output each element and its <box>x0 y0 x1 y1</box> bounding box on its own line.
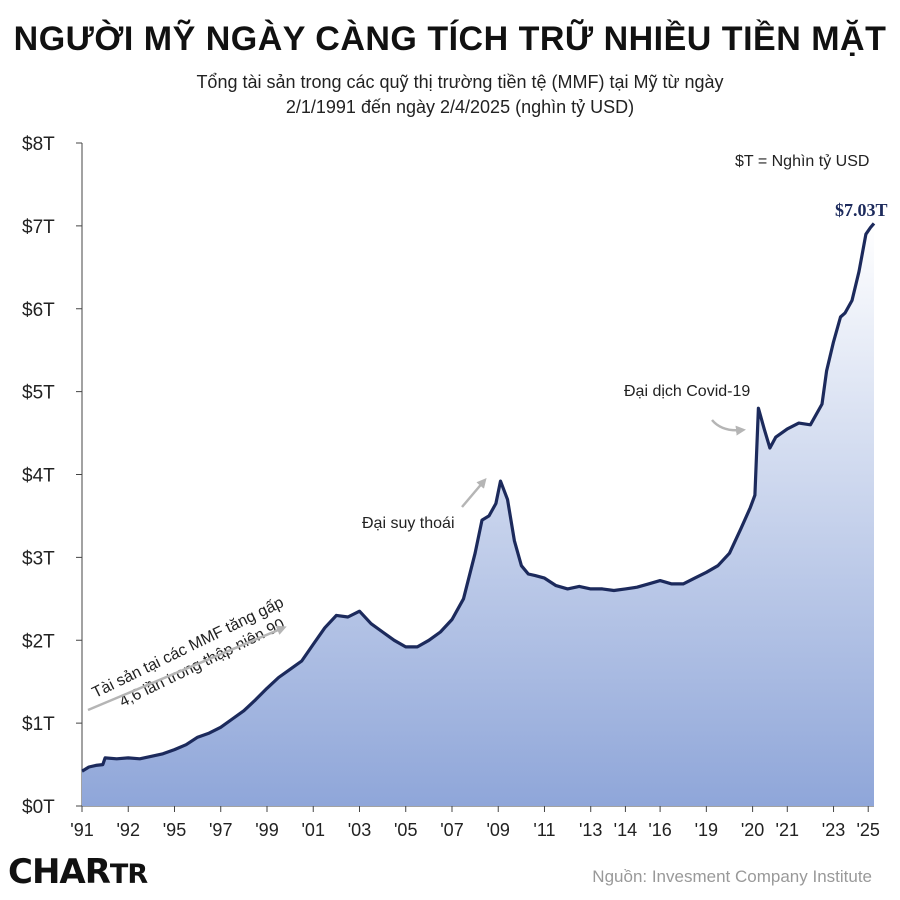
x-tick-label: '97 <box>209 820 232 840</box>
brand-logo-prefix: CHAR <box>8 852 111 892</box>
x-tick-label: '21 <box>776 820 799 840</box>
x-tick-label: '05 <box>394 820 417 840</box>
unit-note: $T = Nghìn tỷ USD <box>735 153 869 170</box>
subtitle-line-2: 2/1/1991 đến ngày 2/4/2025 (nghìn tỷ USD… <box>285 97 635 117</box>
x-tick-label: '20 <box>741 820 764 840</box>
series-area-fill <box>82 223 874 806</box>
annotation-nineties-arrow <box>87 625 287 712</box>
x-tick-label: '25 <box>856 820 879 840</box>
y-tick-label: $8T <box>22 134 55 155</box>
annotation-recession-arrow <box>461 477 487 508</box>
x-tick-label: '03 <box>348 820 371 840</box>
end-value-label: $7.03T <box>835 200 888 220</box>
brand-logo-suffix: TR <box>109 859 148 890</box>
x-tick-label: '09 <box>486 820 509 840</box>
annotation-recession: Đại suy thoái <box>362 515 455 532</box>
y-tick-label: $0T <box>22 797 55 818</box>
y-tick-label: $1T <box>22 714 55 735</box>
x-axis: '91 '92 '95 '97 '99 '01 '03 '05 '07 '09 '11 '13 '14 '… <box>70 805 880 840</box>
y-tick-label: $5T <box>22 383 55 404</box>
annotation-nineties-line-1: Tài sản tại các MMF tăng gấp <box>90 594 287 702</box>
y-tick-label: $4T <box>22 466 55 487</box>
y-tick-label: $3T <box>22 548 55 569</box>
x-tick-label: '99 <box>255 820 278 840</box>
subtitle-line-1: Tổng tài sản trong các quỹ thị trường ti… <box>196 72 724 92</box>
brand-logo: CHARTR <box>8 852 148 892</box>
chart-subtitle: Tổng tài sản trong các quỹ thị trường ti… <box>130 70 790 120</box>
x-tick-label: '95 <box>163 820 186 840</box>
x-tick-label: '13 <box>579 820 602 840</box>
series-line <box>81 222 876 773</box>
chart-title: NGƯỜI MỸ NGÀY CÀNG TÍCH TRỮ NHIỀU TIỀN M… <box>13 20 887 58</box>
y-axis: $0T $1T $2T $3T $4T $5T $6T $7T $8T <box>22 134 83 818</box>
source-note: Nguồn: Invesment Company Institute <box>592 867 872 886</box>
annotation-covid-arrow <box>711 419 746 436</box>
x-tick-label: '92 <box>117 820 140 840</box>
y-tick-label: $6T <box>22 300 55 321</box>
y-tick-label: $7T <box>22 217 55 238</box>
x-tick-label: '01 <box>302 820 325 840</box>
x-tick-label: '19 <box>695 820 718 840</box>
x-tick-label: '14 <box>614 820 637 840</box>
annotation-covid: Đại dịch Covid-19 <box>624 383 750 400</box>
x-tick-label: '16 <box>648 820 671 840</box>
x-tick-label: '11 <box>533 820 555 840</box>
x-tick-label: '23 <box>822 820 845 840</box>
y-tick-label: $2T <box>22 631 55 652</box>
x-tick-label: '91 <box>70 820 93 840</box>
x-tick-label: '07 <box>440 820 463 840</box>
